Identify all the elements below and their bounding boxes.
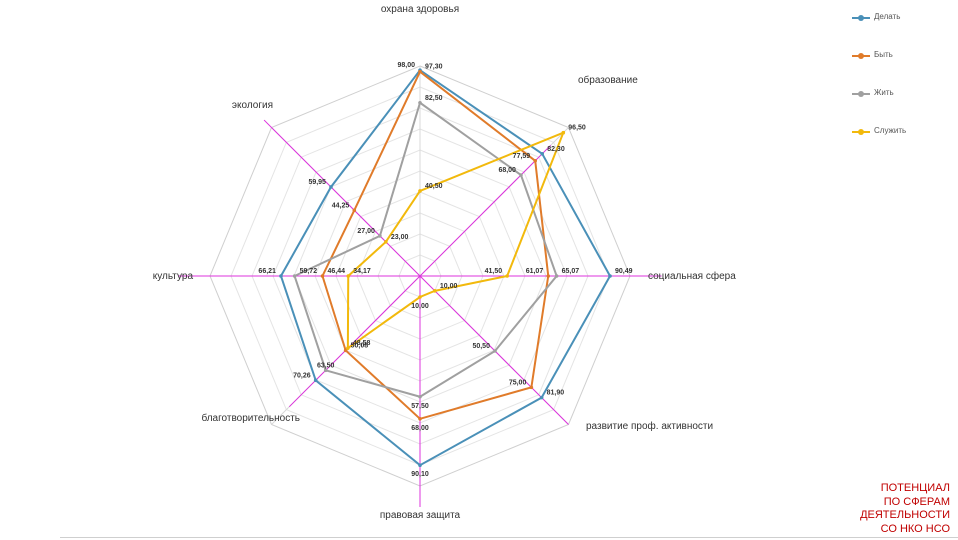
data-label: 75,00	[509, 379, 527, 386]
category-label: развитие проф. активности	[586, 420, 713, 432]
data-label: 41,50	[485, 268, 503, 275]
data-label: 63,50	[317, 362, 335, 369]
data-point	[433, 289, 437, 293]
data-label: 65,07	[562, 268, 580, 275]
category-label: экология	[232, 100, 273, 111]
data-point	[323, 368, 328, 373]
data-label: 82,30	[547, 146, 565, 153]
data-point	[540, 151, 545, 156]
slide-title-line: ДЕЯТЕЛЬНОСТИ	[860, 509, 950, 521]
data-label: 34,17	[353, 268, 371, 275]
data-label: 70,26	[293, 372, 311, 379]
category-label: социальная сфера	[648, 270, 736, 282]
data-point	[279, 274, 283, 278]
data-point	[418, 189, 422, 193]
data-point	[292, 274, 297, 278]
data-label: 10,00	[440, 283, 458, 290]
data-point	[418, 69, 422, 74]
data-point	[384, 240, 388, 244]
legend-swatch-dot	[858, 91, 864, 97]
series-line	[321, 70, 550, 420]
legend-swatch-dot	[858, 53, 864, 59]
data-point	[418, 394, 422, 399]
data-label: 61,07	[526, 268, 544, 275]
data-point	[418, 295, 422, 299]
data-label: 81,90	[547, 390, 565, 397]
slide-title: ПОТЕНЦИАЛ ПО СФЕРАМ ДЕЯТЕЛЬНОСТИ СО НКО …	[860, 482, 950, 536]
data-point	[346, 346, 350, 350]
data-point	[320, 274, 325, 278]
data-point	[608, 274, 612, 278]
data-point	[539, 395, 544, 400]
data-label: 90,49	[615, 268, 633, 275]
legend-label: Жить	[874, 88, 894, 97]
bottom-divider	[60, 537, 958, 538]
data-label: 57,50	[411, 403, 429, 410]
legend-label: Делать	[874, 12, 901, 21]
slide-title-line: ПО СФЕРАМ	[883, 495, 950, 508]
legend-label: Служить	[874, 126, 907, 135]
data-label: 48,58	[353, 340, 371, 347]
category-label: образование	[578, 74, 638, 86]
data-label: 77,59	[513, 153, 531, 160]
category-label: правовая защита	[380, 510, 461, 521]
data-point	[561, 130, 566, 135]
data-label: 82,50	[425, 95, 443, 102]
data-point	[533, 158, 538, 163]
data-point	[313, 378, 318, 383]
data-point	[343, 348, 348, 353]
data-label: 50,50	[472, 343, 490, 350]
data-point	[546, 274, 551, 278]
data-label: 44,25	[332, 202, 350, 209]
data-label: 23,00	[391, 234, 409, 241]
category-label: охрана здоровья	[381, 4, 459, 15]
data-point	[493, 349, 497, 353]
data-label: 97,30	[425, 64, 443, 71]
data-label: 27,00	[357, 228, 375, 235]
axis-line	[263, 119, 569, 425]
category-label: культура	[153, 271, 194, 282]
data-point	[378, 234, 382, 238]
data-point	[329, 185, 333, 189]
data-point	[418, 100, 422, 105]
data-label: 68,00	[498, 167, 516, 174]
legend-swatch-dot	[858, 129, 864, 135]
data-label: 10,00	[411, 303, 429, 310]
data-label: 98,00	[397, 62, 415, 69]
data-label: 96,50	[568, 125, 586, 132]
data-point	[352, 208, 357, 213]
data-label: 59,72	[300, 268, 318, 275]
slide-title-line: СО НКО НСО	[880, 522, 950, 535]
data-label: 46,44	[327, 268, 345, 275]
data-label: 68,00	[411, 425, 429, 432]
data-label: 66,21	[258, 268, 276, 275]
data-label: 50,08	[351, 342, 369, 349]
data-point	[418, 417, 422, 421]
data-point	[346, 274, 351, 278]
data-point	[529, 385, 534, 390]
data-point	[505, 274, 509, 278]
data-point	[554, 274, 559, 278]
data-label: 59,95	[308, 179, 326, 186]
category-label: благотворительность	[201, 412, 300, 424]
data-point	[418, 463, 422, 468]
data-point	[519, 173, 523, 177]
slide-title-line: ПОТЕНЦИАЛ	[880, 482, 950, 494]
legend-swatch-dot	[858, 15, 864, 21]
data-label: 90,10	[411, 471, 429, 478]
legend-label: Быть	[874, 50, 893, 59]
data-label: 40,50	[425, 183, 443, 190]
